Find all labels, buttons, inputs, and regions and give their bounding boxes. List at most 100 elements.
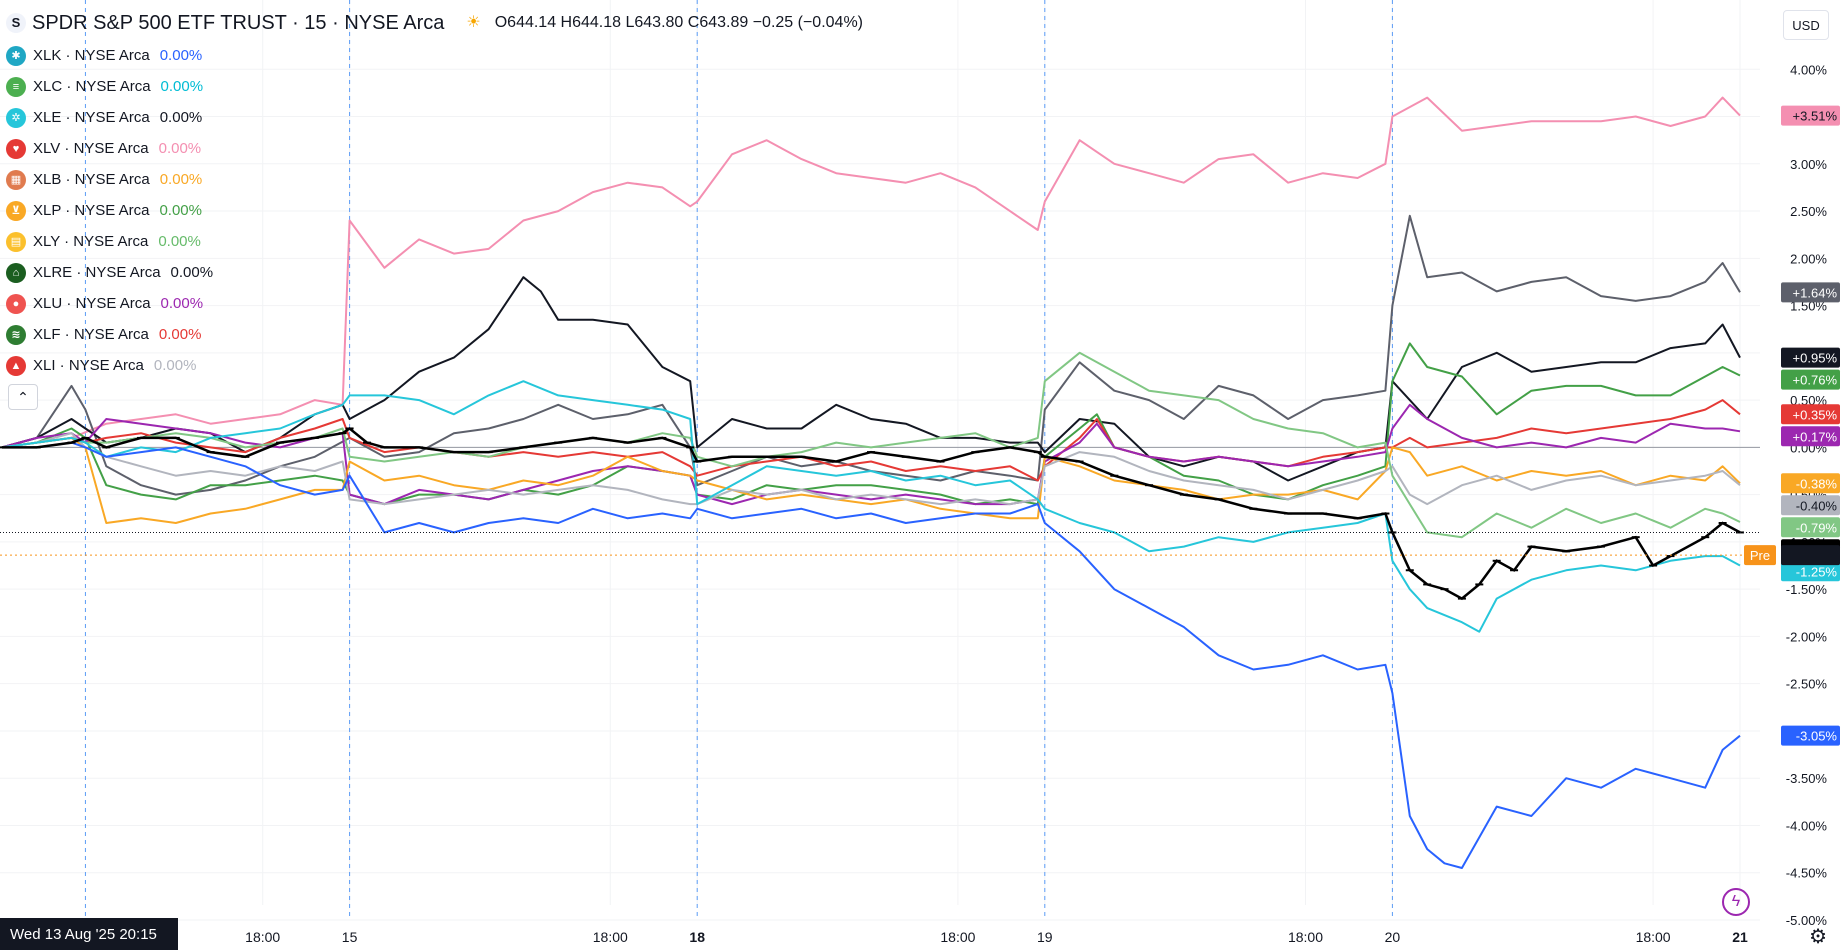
final-value-label: +0.17%	[1793, 429, 1838, 444]
series-line-xlp	[1, 342, 1741, 506]
legend-item-name: XLI · NYSE Arca	[33, 356, 144, 374]
legend-item-name: XLV · NYSE Arca	[33, 139, 149, 157]
series-line-xlv	[1, 96, 1741, 449]
legend-item-name: XLRE · NYSE Arca	[33, 263, 161, 281]
series-line-xle	[1, 276, 1741, 482]
chart-title[interactable]: SPDR S&P 500 ETF TRUST · 15 · NYSE Arca	[32, 12, 445, 34]
series-line-xlre	[1, 214, 1741, 496]
final-value-badge	[1781, 404, 1840, 425]
house-icon: ⌂	[6, 262, 26, 283]
x-axis-tick-label: 18:00	[593, 929, 628, 945]
series-line-xlf	[1, 399, 1741, 482]
legend-item-name: XLP · NYSE Arca	[33, 201, 150, 219]
y-axis-tick-label: -1.50%	[1786, 582, 1828, 597]
final-value-label: -0.38%	[1796, 476, 1838, 491]
legend-item-name: XLB · NYSE Arca	[33, 170, 150, 188]
final-value-label: -3.05%	[1796, 729, 1838, 744]
sun-icon: ☀	[466, 14, 481, 31]
legend-item-value: 0.00%	[159, 170, 203, 188]
x-axis-tick-label: 18:00	[1636, 929, 1671, 945]
final-value-badge	[1781, 426, 1840, 447]
bulb-icon: ●	[6, 293, 26, 314]
legend-item-value: 0.00%	[170, 263, 214, 281]
final-value-label: +3.51%	[1793, 109, 1838, 124]
y-axis-tick-label: 2.50%	[1790, 204, 1827, 219]
legend-item-value: 0.00%	[159, 46, 203, 64]
final-value-badge	[1781, 561, 1840, 582]
main-series-header[interactable]: S SPDR S&P 500 ETF TRUST · 15 · NYSE Arc…	[6, 6, 863, 40]
legend-item-value: 0.00%	[158, 325, 202, 343]
coins-icon: ≋	[6, 324, 26, 345]
legend-item[interactable]: ✲ XLE · NYSE Arca 0.00%	[6, 102, 863, 133]
legend-item[interactable]: ▤ XLY · NYSE Arca 0.00%	[6, 226, 863, 257]
y-axis-tick-label: -4.00%	[1786, 818, 1828, 833]
legend-item-value: 0.00%	[159, 201, 202, 219]
y-axis-tick-label: -3.50%	[1786, 771, 1828, 786]
premarket-label: Pre	[1750, 548, 1770, 563]
collapse-legend-button[interactable]: ⌃	[8, 384, 38, 410]
currency-selector[interactable]: USD	[1783, 10, 1829, 40]
chart-legend: S SPDR S&P 500 ETF TRUST · 15 · NYSE Arc…	[6, 6, 863, 381]
final-value-label: -0.79%	[1796, 520, 1838, 535]
comparison-series-list: ✱ XLK · NYSE Arca 0.00% ≡ XLC · NYSE Arca 0.0…	[6, 40, 863, 381]
final-value-badge	[1781, 282, 1840, 303]
atom-icon: ✲	[6, 107, 26, 128]
y-axis-tick-label: -2.00%	[1786, 629, 1828, 644]
legend-item[interactable]: ● XLU · NYSE Arca 0.00%	[6, 288, 863, 319]
document-icon: ≡	[6, 76, 26, 97]
x-axis-tick-label: 19	[1037, 929, 1053, 945]
series-line-xlk	[2, 441, 1741, 869]
legend-item-value: 0.00%	[153, 356, 197, 374]
legend-item-name: XLF · NYSE Arca	[33, 325, 149, 343]
premarket-value-badge	[1781, 545, 1840, 566]
final-value-badge	[1781, 347, 1840, 368]
final-value-label: +0.95%	[1793, 351, 1838, 366]
final-value-label: +1.64%	[1793, 285, 1838, 300]
legend-item-name: XLC · NYSE Arca	[33, 77, 151, 95]
legend-item[interactable]: ♥ XLV · NYSE Arca 0.00%	[6, 133, 863, 164]
legend-item-name: XLK · NYSE Arca	[33, 46, 150, 64]
x-axis-tick-label: 21	[1732, 929, 1748, 945]
x-axis-tick-label: 20	[1385, 929, 1401, 945]
legend-item[interactable]: ≋ XLF · NYSE Arca 0.00%	[6, 319, 863, 350]
bag-icon: ▤	[6, 231, 26, 252]
legend-item[interactable]: ≡ XLC · NYSE Arca 0.00%	[6, 71, 863, 102]
legend-item-value: 0.00%	[158, 139, 202, 157]
legend-item[interactable]: ▦ XLB · NYSE Arca 0.00%	[6, 164, 863, 195]
x-axis-tick-label: 15	[342, 929, 358, 945]
series-line-xlb	[1, 436, 1741, 524]
final-value-badge	[1781, 369, 1840, 390]
series-line-xlc	[1, 380, 1741, 633]
x-axis-tick-label: 18:00	[1288, 929, 1323, 945]
legend-item[interactable]: ✱ XLK · NYSE Arca 0.00%	[6, 40, 863, 71]
factory-icon: ▲	[6, 355, 26, 376]
final-value-badge	[1781, 517, 1840, 538]
crosshair-date-badge: Wed 13 Aug '25 20:15	[0, 918, 178, 950]
premarket-badge	[1744, 545, 1776, 566]
ohlc-values: O644.14 H644.18 L643.80 C643.89 −0.25 (−…	[494, 14, 863, 31]
x-axis-tick-label: 18:00	[245, 929, 280, 945]
series-line-xli	[1, 432, 1741, 506]
final-value-badge	[1781, 473, 1840, 494]
legend-item-value: 0.00%	[160, 77, 204, 95]
legend-item-name: XLY · NYSE Arca	[33, 232, 149, 250]
legend-item[interactable]: ▲ XLI · NYSE Arca 0.00%	[6, 350, 863, 381]
legend-item-name: XLU · NYSE Arca	[33, 294, 151, 312]
settings-icon[interactable]: ⚙	[1809, 926, 1827, 948]
final-value-label: +0.35%	[1793, 407, 1838, 422]
legend-item[interactable]: ⌂ XLRE · NYSE Arca 0.00%	[6, 257, 863, 288]
legend-item-value: 0.00%	[158, 232, 201, 250]
final-value-label: -1.25%	[1796, 564, 1838, 579]
lightning-icon[interactable]: ϟ	[1722, 888, 1750, 916]
legend-item[interactable]: ⊻ XLP · NYSE Arca 0.00%	[6, 195, 863, 226]
y-axis-tick-label: -5.00%	[1786, 913, 1828, 928]
x-axis-tick-label: 18	[689, 929, 705, 945]
heart-icon: ♥	[6, 138, 26, 159]
final-value-badge	[1781, 725, 1840, 746]
legend-item-value: 0.00%	[160, 294, 204, 312]
cart-icon: ⊻	[6, 200, 26, 221]
final-value-label: -0.40%	[1796, 498, 1838, 513]
legend-item-value: 0.00%	[159, 108, 203, 126]
series-line-xlu	[1, 403, 1741, 506]
